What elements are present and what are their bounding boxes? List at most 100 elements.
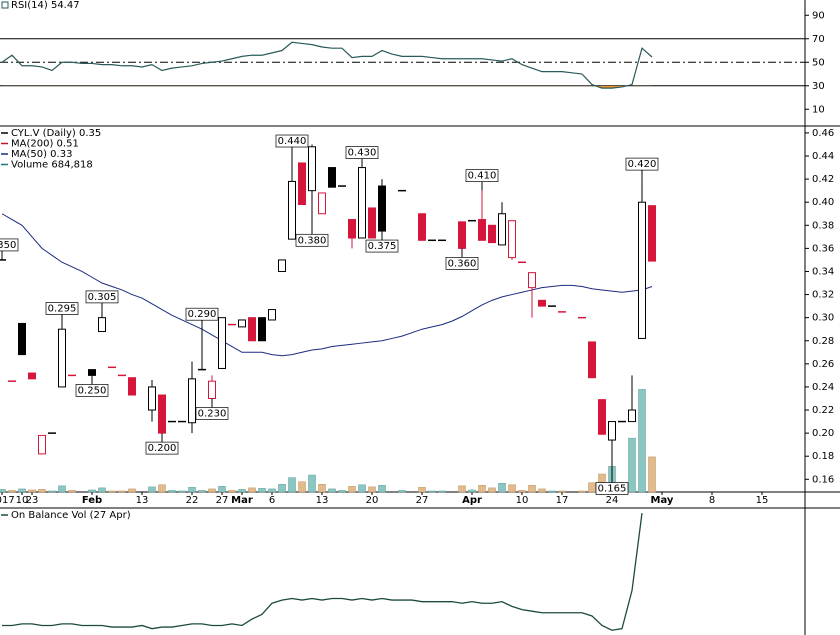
y-tick-label: 0.16 bbox=[812, 474, 834, 485]
candle-body bbox=[378, 185, 386, 232]
volume-bar bbox=[158, 484, 166, 493]
volume-bar bbox=[558, 490, 566, 493]
candle-body bbox=[488, 224, 496, 244]
y-tick-label: 0.26 bbox=[812, 359, 834, 370]
volume-bar bbox=[248, 487, 256, 493]
candle-body bbox=[528, 272, 536, 289]
volume-bar bbox=[128, 488, 136, 493]
volume-bar bbox=[148, 486, 156, 493]
price-label: 0.230 bbox=[198, 408, 227, 419]
x-tick-label: 2017 bbox=[0, 495, 15, 506]
x-tick-label: 22 bbox=[186, 495, 199, 506]
volume-bar bbox=[358, 484, 366, 493]
y-tick-label: 0.24 bbox=[812, 382, 834, 393]
volume-bar bbox=[108, 490, 116, 493]
candle-body bbox=[258, 317, 266, 342]
volume-bar bbox=[318, 484, 326, 493]
price-label: 0.290 bbox=[188, 309, 217, 320]
label-box bbox=[0, 238, 19, 252]
legend-label: MA(200) 0.51 bbox=[11, 139, 79, 150]
label-box bbox=[45, 302, 79, 315]
label-box bbox=[625, 157, 659, 171]
volume-bar bbox=[378, 485, 386, 493]
volume-bar bbox=[398, 490, 406, 493]
candle-body bbox=[418, 213, 426, 241]
candle-body bbox=[18, 322, 26, 356]
volume-bar bbox=[288, 477, 296, 493]
candle-body bbox=[218, 317, 226, 369]
volume-bar bbox=[298, 481, 306, 493]
candle-body bbox=[498, 213, 506, 246]
y-tick-label: 0.40 bbox=[812, 197, 834, 208]
x-tick-label: 10 bbox=[516, 495, 529, 506]
candle-body bbox=[268, 309, 276, 321]
y-tick-label: 0.34 bbox=[812, 266, 834, 277]
x-tick-label: 27 bbox=[416, 495, 429, 506]
volume-bar bbox=[458, 485, 466, 493]
candle-body bbox=[278, 259, 286, 272]
volume-bar bbox=[168, 490, 176, 493]
y-tick-label: 30 bbox=[812, 81, 825, 92]
label-box bbox=[185, 307, 219, 321]
x-tick-label: 13 bbox=[136, 495, 149, 506]
volume-bar bbox=[428, 490, 436, 493]
x-tick-label: 8 bbox=[709, 495, 715, 506]
volume-bar bbox=[488, 487, 496, 493]
y-tick-label: 90 bbox=[812, 10, 825, 21]
ma50-line bbox=[1, 213, 653, 357]
candle-body bbox=[248, 317, 256, 342]
volume-bar bbox=[418, 487, 426, 493]
price-label: 0.420 bbox=[628, 159, 657, 170]
volume-bar bbox=[478, 485, 486, 493]
rsi-line bbox=[1, 41, 653, 89]
volume-bar bbox=[338, 490, 346, 493]
price-label: 0.350 bbox=[0, 240, 16, 251]
rsi-title: RSI(14) 54.47 bbox=[11, 0, 80, 11]
legend-label: MA(50) 0.33 bbox=[11, 149, 72, 160]
label-box bbox=[295, 233, 329, 247]
legend-label: CYL.V (Daily) 0.35 bbox=[11, 128, 101, 139]
volume-bar bbox=[308, 474, 316, 493]
label-box bbox=[85, 290, 119, 304]
candle-body bbox=[538, 299, 546, 307]
volume-bar bbox=[368, 486, 376, 493]
y-tick-label: 0.18 bbox=[812, 451, 834, 462]
x-tick-label: May bbox=[651, 495, 674, 506]
price-label: 0.360 bbox=[448, 258, 477, 269]
candle-body bbox=[588, 341, 596, 379]
volume-bar bbox=[178, 490, 186, 493]
candle-body bbox=[358, 167, 366, 239]
price-label: 0.380 bbox=[298, 235, 327, 246]
label-box bbox=[195, 407, 229, 420]
volume-bar bbox=[188, 487, 196, 493]
x-tick-label: 13 bbox=[316, 495, 329, 506]
x-tick-label: 23 bbox=[26, 495, 39, 506]
x-tick-label: 10 bbox=[16, 495, 29, 506]
volume-bar bbox=[578, 490, 586, 493]
legend-bg bbox=[0, 0, 80, 11]
volume-bar bbox=[498, 483, 506, 493]
candle-body bbox=[298, 162, 306, 206]
candle-body bbox=[38, 434, 46, 455]
price-label: 0.305 bbox=[88, 292, 117, 303]
volume-bar bbox=[638, 389, 646, 493]
volume-bar bbox=[538, 488, 546, 493]
candle-body bbox=[508, 220, 516, 259]
price-label: 0.165 bbox=[598, 484, 627, 495]
x-tick-label: 27 bbox=[216, 495, 229, 506]
volume-bar bbox=[238, 489, 246, 493]
y-tick-label: 0.22 bbox=[812, 405, 834, 416]
candle-body bbox=[208, 380, 216, 399]
y-tick-label: 0.32 bbox=[812, 290, 834, 301]
candle-body bbox=[288, 180, 296, 240]
y-tick-label: 0.36 bbox=[812, 243, 834, 254]
y-tick-label: 0.44 bbox=[812, 151, 834, 162]
x-tick-label: Mar bbox=[231, 495, 253, 506]
volume-bar bbox=[218, 486, 226, 493]
volume-bar bbox=[348, 486, 356, 493]
y-tick-label: 0.30 bbox=[812, 313, 834, 324]
candle-body bbox=[188, 378, 196, 424]
